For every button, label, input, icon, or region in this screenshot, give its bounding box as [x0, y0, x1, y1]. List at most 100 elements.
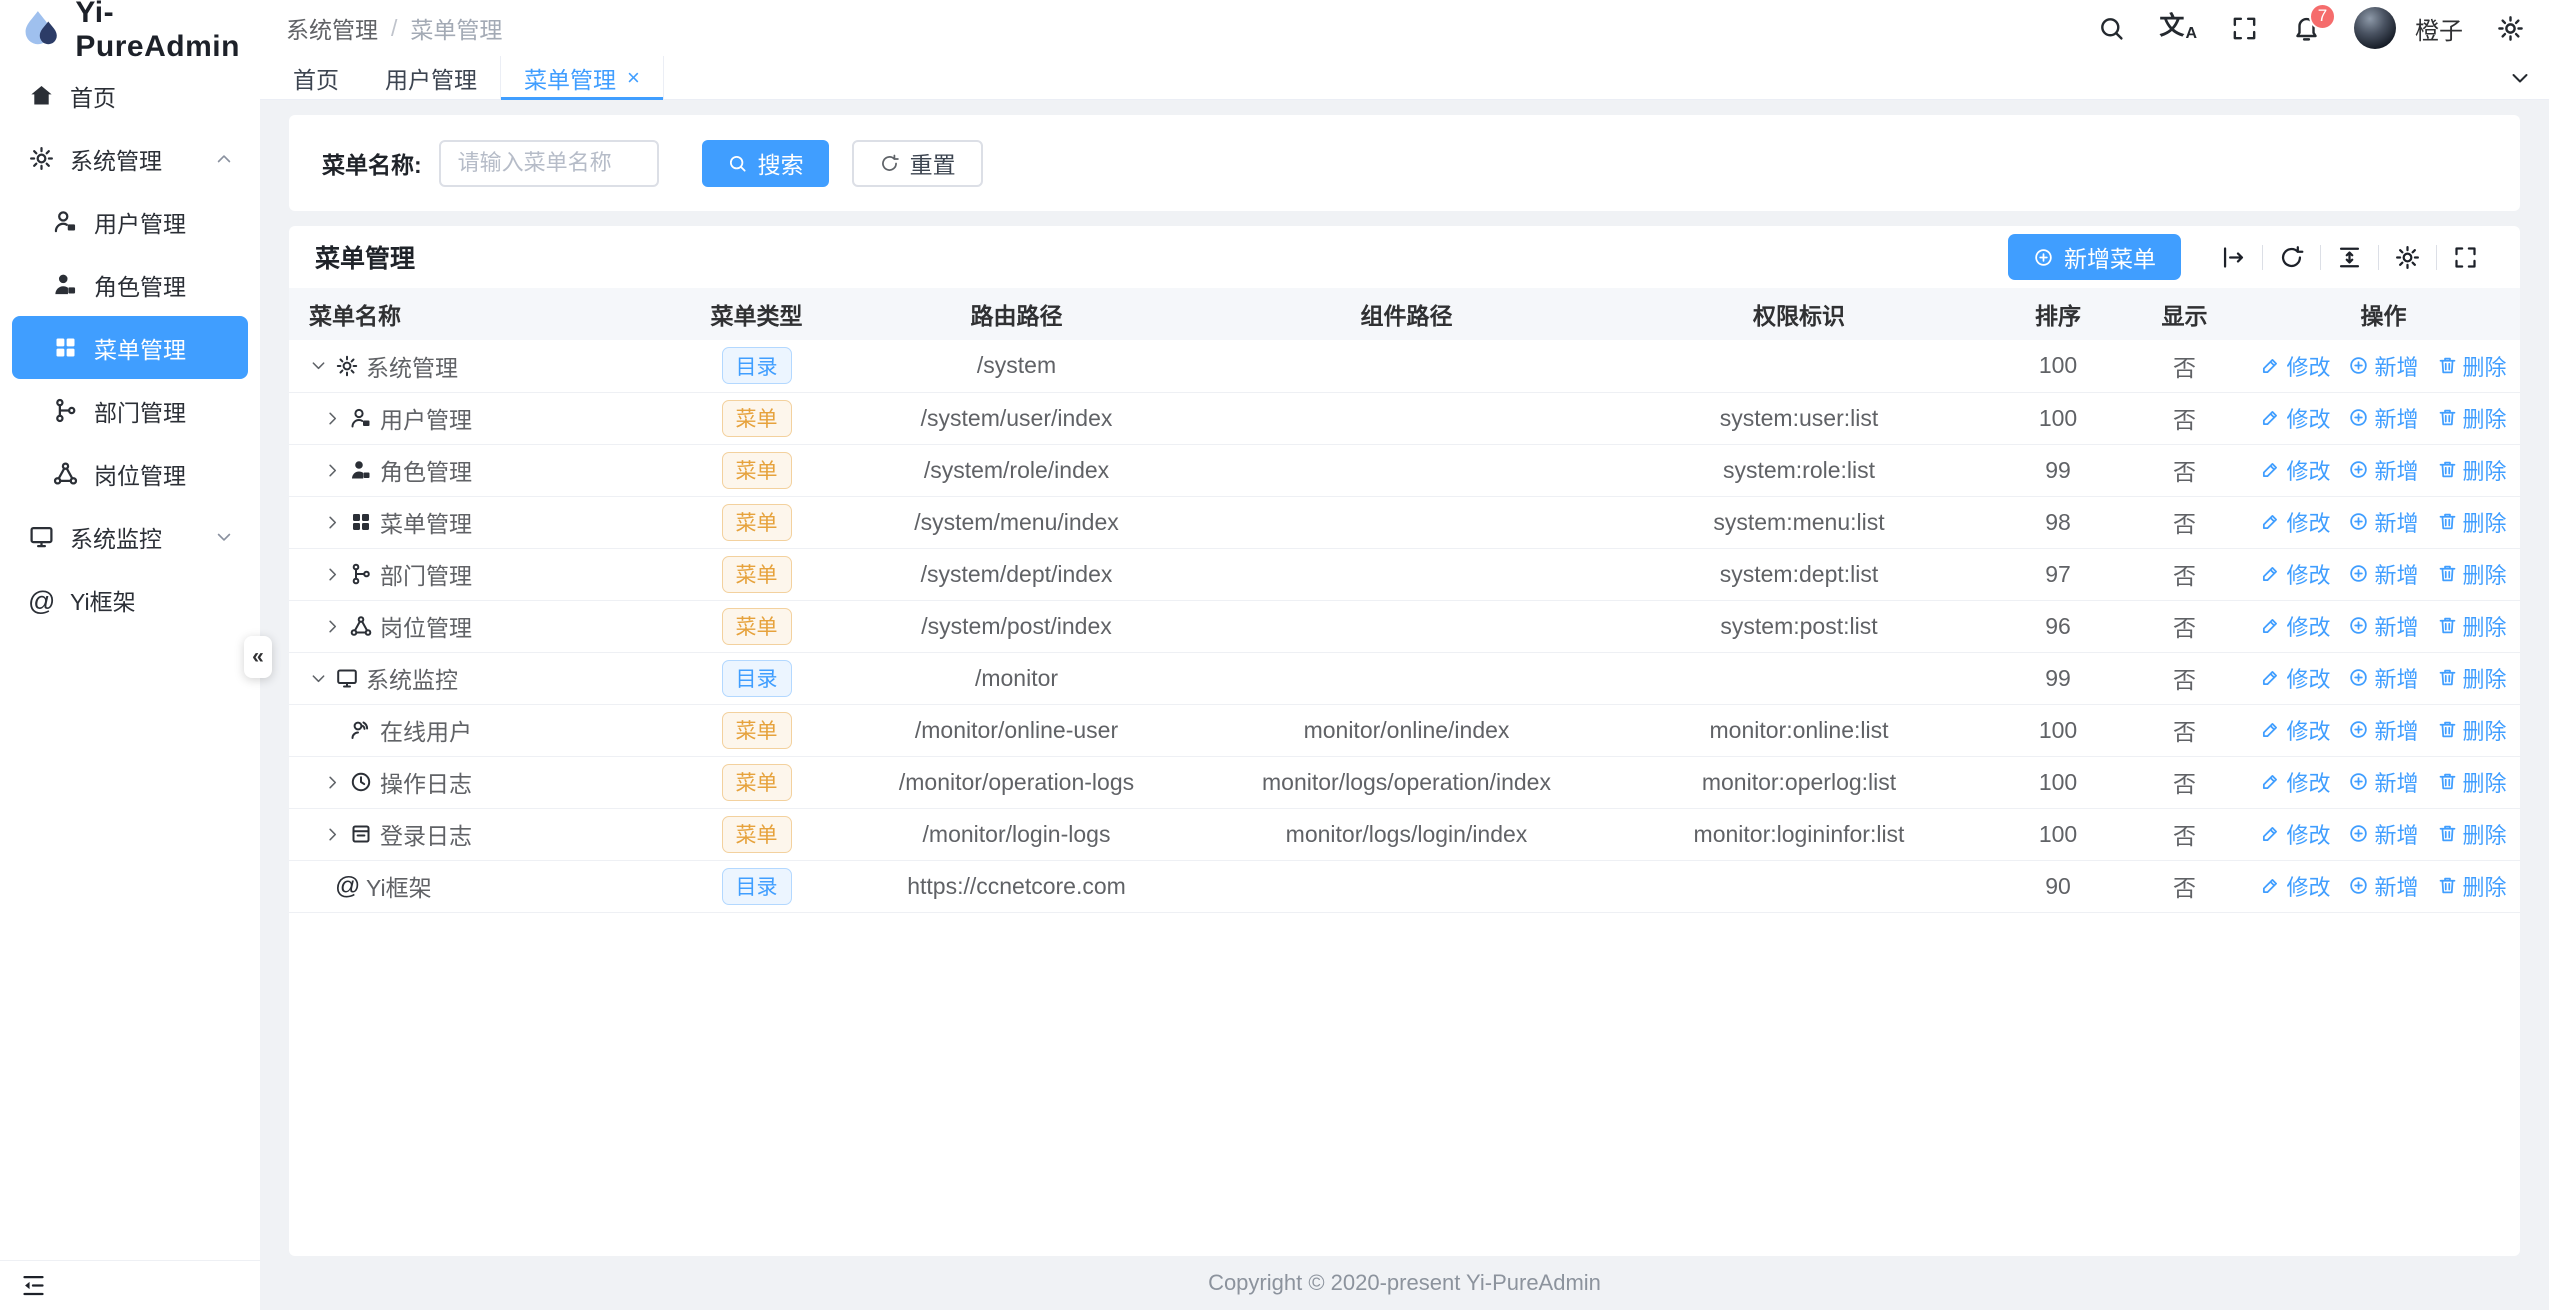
- plus-circle-icon: [2348, 875, 2369, 896]
- menu-grid-icon: [349, 510, 373, 534]
- edit-link[interactable]: 修改: [2260, 558, 2330, 590]
- sidebar-item-system[interactable]: 系统管理: [12, 127, 248, 190]
- edit-link[interactable]: 修改: [2260, 870, 2330, 902]
- edit-link[interactable]: 修改: [2260, 350, 2330, 382]
- delete-link[interactable]: 删除: [2437, 662, 2507, 694]
- delete-link[interactable]: 删除: [2437, 454, 2507, 486]
- column-settings-icon[interactable]: [2394, 244, 2421, 271]
- expand-arrow-icon[interactable]: [323, 773, 342, 792]
- sidebar-item-yi-framework[interactable]: @ Yi框架: [12, 568, 248, 631]
- add-link[interactable]: 新增: [2348, 714, 2419, 746]
- cell-perm: [1604, 340, 1994, 393]
- expand-arrow-icon[interactable]: [309, 356, 328, 375]
- menu-type-tag: 目录: [721, 867, 792, 905]
- app-logo[interactable]: Yi-PureAdmin: [0, 0, 260, 63]
- edit-link[interactable]: 修改: [2260, 402, 2330, 434]
- fullscreen-icon[interactable]: [2452, 244, 2479, 271]
- add-link[interactable]: 新增: [2348, 766, 2419, 798]
- add-link[interactable]: 新增: [2348, 402, 2419, 434]
- chevron-down-icon: [214, 527, 234, 547]
- add-link[interactable]: 新增: [2348, 662, 2419, 694]
- fullscreen-icon[interactable]: [2230, 14, 2259, 43]
- menu-type-tag: 菜单: [721, 503, 792, 541]
- cell-route: /system/user/index: [824, 392, 1209, 445]
- delete-link[interactable]: 删除: [2437, 558, 2507, 590]
- add-link[interactable]: 新增: [2348, 610, 2419, 642]
- close-icon[interactable]: ×: [627, 64, 640, 90]
- delete-link[interactable]: 删除: [2437, 818, 2507, 850]
- add-menu-button[interactable]: 新增菜单: [2008, 234, 2181, 280]
- delete-link[interactable]: 删除: [2437, 350, 2507, 382]
- breadcrumb-parent[interactable]: 系统管理: [286, 17, 378, 43]
- edit-link[interactable]: 修改: [2260, 714, 2330, 746]
- notification-bell[interactable]: 7: [2292, 2, 2336, 43]
- sidebar-item-home[interactable]: 首页: [12, 64, 248, 127]
- add-link[interactable]: 新增: [2348, 454, 2419, 486]
- divider: [2436, 244, 2437, 270]
- edit-link[interactable]: 修改: [2260, 454, 2330, 486]
- trash-icon: [2437, 563, 2458, 584]
- expand-arrow-icon[interactable]: [323, 513, 342, 532]
- sidebar-item-monitor[interactable]: 系统监控: [12, 505, 248, 568]
- edit-link[interactable]: 修改: [2260, 610, 2330, 642]
- delete-link[interactable]: 删除: [2437, 506, 2507, 538]
- sidebar-item-users[interactable]: 用户管理: [12, 190, 248, 253]
- username[interactable]: 橙子: [2415, 17, 2463, 45]
- table-row: 在线用户 菜单 /monitor/online-user monitor/onl…: [289, 704, 2520, 757]
- menu-name: 岗位管理: [380, 615, 472, 641]
- tab-users[interactable]: 用户管理: [385, 66, 477, 93]
- density-icon[interactable]: [2336, 244, 2363, 271]
- settings-gear-icon[interactable]: [2496, 14, 2525, 43]
- menu-type-tag: 目录: [721, 347, 792, 385]
- cell-route: /monitor/operation-logs: [824, 756, 1209, 809]
- add-link[interactable]: 新增: [2348, 350, 2419, 382]
- tab-menus[interactable]: 菜单管理 ×: [500, 56, 664, 100]
- table-header-row: 菜单名称 菜单类型 路由路径 组件路径 权限标识 排序 显示 操作: [289, 288, 2520, 340]
- expand-arrow-icon[interactable]: [323, 565, 342, 584]
- edit-icon: [2260, 511, 2281, 532]
- refresh-icon[interactable]: [2278, 244, 2305, 271]
- delete-link[interactable]: 删除: [2437, 870, 2507, 902]
- tab-home[interactable]: 首页: [293, 66, 339, 93]
- cell-sort: 100: [1994, 392, 2122, 445]
- add-link[interactable]: 新增: [2348, 558, 2419, 590]
- sidebar-collapse-handle[interactable]: «: [244, 636, 272, 678]
- cell-sort: 90: [1994, 860, 2122, 913]
- menu-name-input[interactable]: [438, 139, 659, 187]
- delete-link[interactable]: 删除: [2437, 402, 2507, 434]
- role-icon: [349, 458, 373, 482]
- sidebar-item-label: 岗位管理: [94, 462, 186, 489]
- monitor-icon: [335, 666, 359, 690]
- expand-arrow-icon[interactable]: [323, 825, 342, 844]
- sidebar-item-roles[interactable]: 角色管理: [12, 253, 248, 316]
- edit-link[interactable]: 修改: [2260, 818, 2330, 850]
- home-icon: [28, 82, 55, 109]
- tab-actions-dropdown[interactable]: [2491, 56, 2549, 99]
- search-button[interactable]: 搜索: [701, 139, 829, 187]
- add-link[interactable]: 新增: [2348, 870, 2419, 902]
- expand-arrow-icon[interactable]: [323, 617, 342, 636]
- edit-link[interactable]: 修改: [2260, 766, 2330, 798]
- sidebar-item-menus[interactable]: 菜单管理: [12, 316, 248, 379]
- table-row: 菜单管理 菜单 /system/menu/index system:menu:l…: [289, 496, 2520, 549]
- expand-all-icon[interactable]: [2220, 244, 2247, 271]
- translate-icon[interactable]: 文 A: [2159, 12, 2197, 42]
- sidebar-item-posts[interactable]: 岗位管理: [12, 442, 248, 505]
- expand-arrow-icon[interactable]: [309, 669, 328, 688]
- menu-grid-icon: [52, 334, 79, 361]
- expand-arrow-icon[interactable]: [323, 409, 342, 428]
- reset-button[interactable]: 重置: [851, 139, 983, 187]
- menu-fold-icon[interactable]: [20, 1272, 47, 1299]
- delete-link[interactable]: 删除: [2437, 766, 2507, 798]
- delete-link[interactable]: 删除: [2437, 610, 2507, 642]
- add-link[interactable]: 新增: [2348, 506, 2419, 538]
- edit-link[interactable]: 修改: [2260, 662, 2330, 694]
- sidebar-item-depts[interactable]: 部门管理: [12, 379, 248, 442]
- avatar[interactable]: [2354, 7, 2396, 49]
- search-icon[interactable]: [2097, 14, 2126, 43]
- delete-link[interactable]: 删除: [2437, 714, 2507, 746]
- edit-link[interactable]: 修改: [2260, 506, 2330, 538]
- history-clock-icon: [349, 770, 373, 794]
- expand-arrow-icon[interactable]: [323, 461, 342, 480]
- add-link[interactable]: 新增: [2348, 818, 2419, 850]
